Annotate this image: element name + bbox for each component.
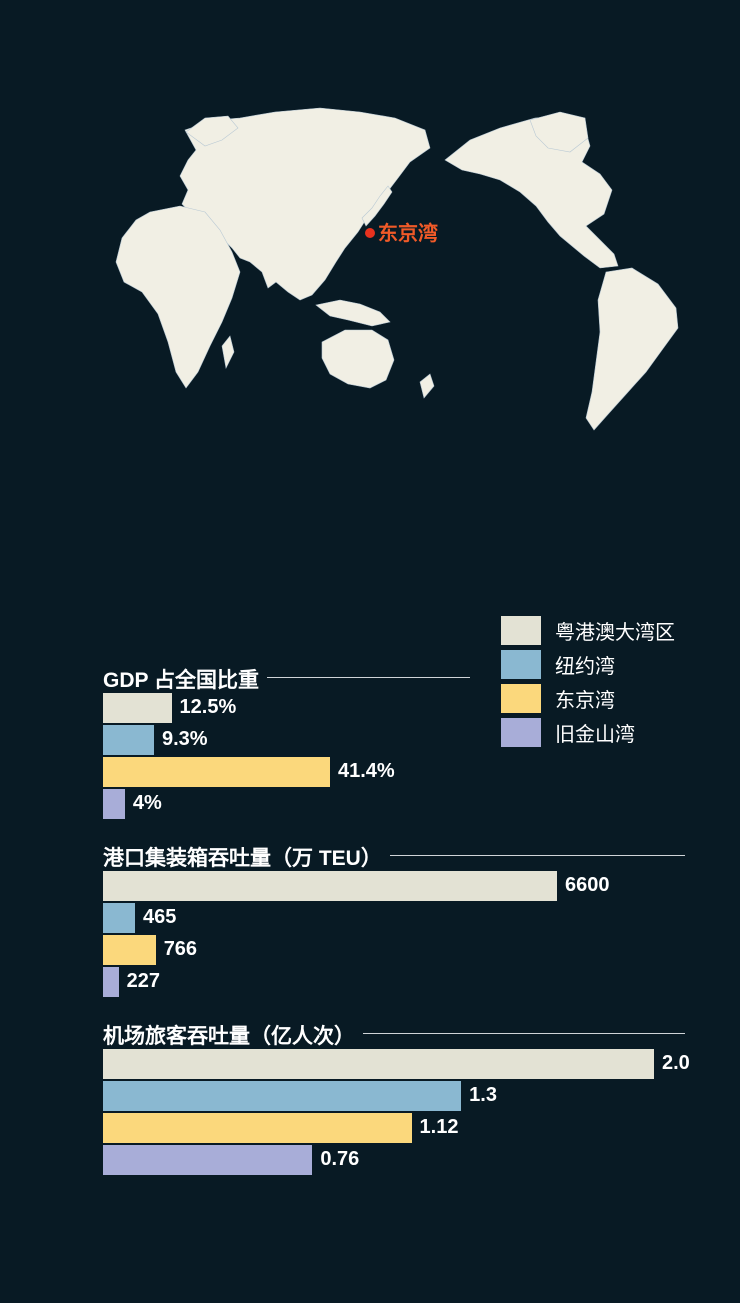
bar — [103, 935, 156, 965]
bar-row: 12.5% — [103, 692, 685, 724]
bar-row: 766 — [103, 934, 685, 966]
bar — [103, 757, 330, 787]
bar-row: 227 — [103, 966, 685, 998]
chart-title: 港口集装箱吞吐量（万 TEU） — [103, 847, 382, 870]
bar-value-label: 227 — [126, 970, 160, 992]
chart-legend: 粤港澳大湾区 纽约湾 东京湾 旧金山湾 — [501, 613, 675, 749]
bar-value-label: 12.5% — [179, 696, 237, 718]
legend-swatch — [501, 683, 541, 713]
legend-swatch — [501, 615, 541, 645]
bar-value-label: 41.4% — [338, 760, 395, 782]
bar-row: 465 — [103, 902, 685, 934]
world-map: 东京湾 — [115, 107, 679, 431]
bar-row: 9.3% — [103, 724, 685, 756]
chart-title-rule — [389, 855, 685, 856]
tokyo-bay-marker — [365, 228, 375, 238]
bar — [103, 967, 119, 997]
africa — [115, 205, 241, 389]
new-zealand — [419, 373, 435, 399]
madagascar — [221, 335, 235, 369]
legend-item: 东京湾 — [501, 681, 675, 715]
japan — [361, 185, 393, 227]
land-masses — [115, 107, 679, 431]
chart-title: 机场旅客吞吐量（亿人次） — [103, 1025, 355, 1048]
bar-value-label: 1.12 — [419, 1116, 459, 1138]
southeast-asia-islands — [315, 299, 391, 327]
bar — [103, 1081, 462, 1111]
bar — [103, 1049, 654, 1079]
bar-row: 41.4% — [103, 756, 685, 788]
bar-value-label: 9.3% — [161, 728, 208, 750]
bar-value-label: 2.0 — [662, 1052, 690, 1074]
bar-row: 2.0 — [103, 1048, 690, 1080]
bar — [103, 871, 557, 901]
chart-title-rule — [266, 677, 470, 678]
north-america — [444, 115, 619, 269]
bar-value-label: 4% — [132, 792, 162, 814]
bar-value-label: 6600 — [565, 874, 610, 896]
bar — [103, 1145, 313, 1175]
airport-passenger-chart: 机场旅客吞吐量（亿人次） 2.0 1.3 1.12 0.76 — [103, 1020, 690, 1176]
bar — [103, 903, 135, 933]
chart-title-row: 港口集装箱吞吐量（万 TEU） — [103, 842, 685, 870]
port-throughput-chart: 港口集装箱吞吐量（万 TEU） 6600 465 766 227 — [103, 842, 685, 998]
bar-value-label: 0.76 — [320, 1148, 360, 1170]
legend-label: 旧金山湾 — [555, 723, 635, 746]
chart-title-rule — [363, 1033, 685, 1034]
bar-row: 1.12 — [103, 1112, 685, 1144]
greenland — [529, 111, 589, 153]
bar — [103, 789, 125, 819]
bar-row: 1.3 — [103, 1080, 685, 1112]
europe-north — [185, 115, 239, 147]
chart-title-row: 机场旅客吞吐量（亿人次） — [103, 1020, 685, 1048]
south-america — [585, 267, 679, 431]
legend-item: 纽约湾 — [501, 647, 675, 681]
legend-label: 粤港澳大湾区 — [555, 621, 675, 644]
bar-value-label: 1.3 — [469, 1084, 497, 1106]
legend-label: 纽约湾 — [555, 655, 615, 678]
bar-row: 6600 — [103, 870, 685, 902]
bar-value-label: 766 — [163, 938, 198, 960]
legend-item: 粤港澳大湾区 — [501, 613, 675, 647]
chart-title: GDP 占全国比重 — [103, 669, 259, 692]
legend-swatch — [501, 649, 541, 679]
bar — [103, 725, 154, 755]
bar-row: 4% — [103, 788, 685, 820]
bar — [103, 1113, 412, 1143]
bar-row: 0.76 — [103, 1144, 685, 1176]
legend-item: 旧金山湾 — [501, 715, 675, 749]
australia — [321, 329, 395, 389]
tokyo-bay-map-label: 东京湾 — [378, 221, 438, 245]
gdp-share-chart: GDP 占全国比重 12.5% 9.3% 41.4% 4% — [103, 664, 685, 820]
bar — [103, 693, 172, 723]
legend-swatch — [501, 717, 541, 747]
legend-label: 东京湾 — [555, 689, 615, 712]
chart-title-row: GDP 占全国比重 — [103, 664, 685, 692]
bar-value-label: 465 — [142, 906, 177, 928]
